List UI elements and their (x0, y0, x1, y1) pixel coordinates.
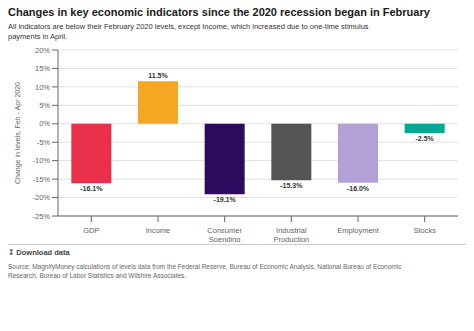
svg-text:ConsumerSpending: ConsumerSpending (207, 226, 242, 242)
html-text:All indicators are below their: All indicators are below their February … (8, 22, 369, 41)
svg-text:Income: Income (146, 226, 171, 235)
html-text:↧ Download data: ↧ Download data (8, 248, 70, 257)
svg-text:-15%: -15% (32, 175, 50, 184)
svg-text:-15.3%: -15.3% (280, 182, 303, 189)
svg-text:GDP: GDP (83, 226, 99, 235)
svg-text:15%: 15% (35, 64, 50, 73)
svg-text:10%: 10% (35, 83, 50, 92)
svg-text:-16.0%: -16.0% (347, 185, 370, 192)
svg-text:5%: 5% (39, 101, 50, 110)
html-text:Source: MagnifyMoney calculati: Source: MagnifyMoney calculations of lev… (8, 263, 402, 279)
svg-text:-25%: -25% (32, 212, 50, 221)
svg-text:-10%: -10% (32, 156, 50, 165)
svg-text:-19.1%: -19.1% (214, 196, 237, 203)
svg-text:-20%: -20% (32, 193, 50, 202)
svg-text:-5%: -5% (37, 138, 51, 147)
svg-text:Stocks: Stocks (413, 226, 436, 235)
svg-text:-2.5%: -2.5% (416, 135, 435, 142)
svg-text:-16.1%: -16.1% (80, 185, 103, 192)
html-text:Changes in key economic indica: Changes in key economic indicators since… (8, 6, 430, 18)
svg-text:20%: 20% (35, 46, 50, 55)
svg-text:11.5%: 11.5% (148, 72, 168, 79)
svg-text:Change in levels, Feb - Apr 20: Change in levels, Feb - Apr 2020 (14, 82, 22, 184)
svg-text:0%: 0% (39, 119, 50, 128)
svg-text:IndustrialProduction: IndustrialProduction (273, 226, 309, 242)
svg-text:Employment: Employment (337, 226, 380, 235)
